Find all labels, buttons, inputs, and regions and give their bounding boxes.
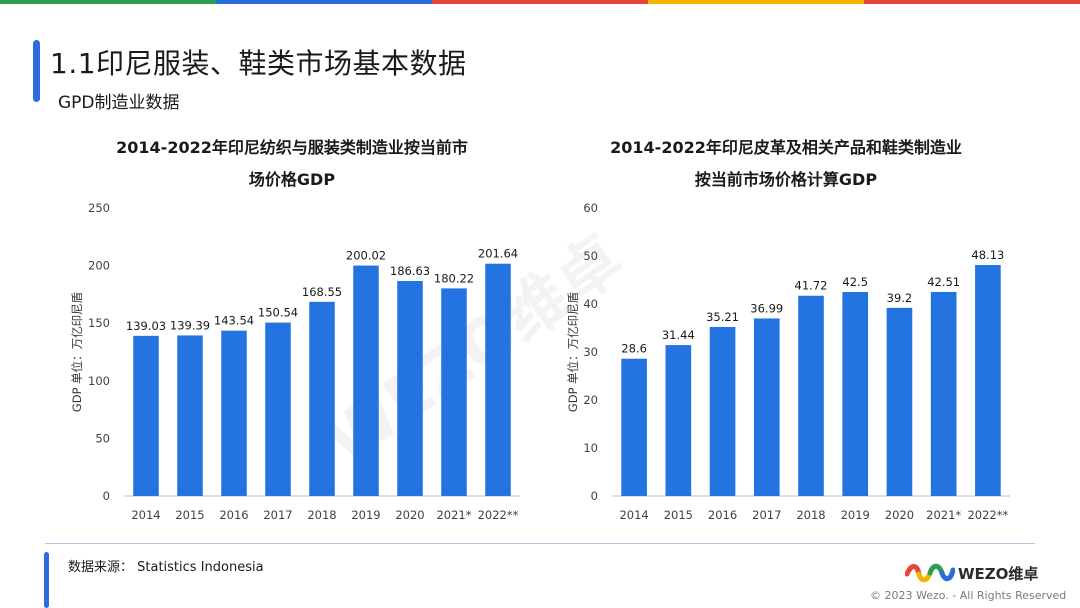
x-tick-label: 2021* bbox=[436, 508, 471, 522]
bar bbox=[309, 301, 335, 496]
chart-title: 2014-2022年印尼皮革及相关产品和鞋类制造业 bbox=[610, 138, 962, 157]
x-tick-label: 2017 bbox=[263, 508, 292, 522]
y-tick-label: 0 bbox=[591, 489, 598, 503]
bar bbox=[798, 295, 824, 496]
bar-value-label: 28.6 bbox=[621, 342, 647, 356]
bar-value-label: 41.72 bbox=[795, 279, 828, 293]
x-tick-label: 2015 bbox=[175, 508, 204, 522]
bar-value-label: 31.44 bbox=[662, 328, 695, 342]
bar bbox=[842, 292, 869, 496]
bar bbox=[353, 265, 379, 496]
y-tick-label: 250 bbox=[88, 201, 110, 215]
footer-divider bbox=[45, 543, 1035, 544]
y-tick-label: 10 bbox=[583, 441, 598, 455]
x-tick-label: 2014 bbox=[131, 508, 160, 522]
bar bbox=[886, 307, 913, 496]
top-bar-segment bbox=[0, 0, 216, 4]
x-tick-label: 2019 bbox=[351, 508, 380, 522]
bar bbox=[133, 335, 159, 496]
y-tick-label: 100 bbox=[88, 374, 110, 388]
x-tick-label: 2022** bbox=[478, 508, 519, 522]
title-accent-bar bbox=[33, 40, 40, 102]
copyright: © 2023 Wezo. - All Rights Reserved bbox=[870, 589, 1067, 602]
bar bbox=[265, 322, 291, 496]
chart-title: 2014-2022年印尼纺织与服装类制造业按当前市 bbox=[116, 138, 468, 157]
bar-value-label: 139.03 bbox=[126, 319, 166, 333]
chart-title: 场价格GDP bbox=[249, 170, 335, 189]
bar-value-label: 168.55 bbox=[302, 285, 342, 299]
top-bar-segment bbox=[216, 0, 432, 4]
y-axis-label: GDP 单位：万亿印尼盾 bbox=[566, 291, 580, 412]
y-tick-label: 150 bbox=[88, 316, 110, 330]
bar bbox=[930, 291, 957, 496]
y-tick-label: 50 bbox=[95, 431, 110, 445]
brand-name: WEZO维卓 bbox=[958, 565, 1039, 583]
x-tick-label: 2020 bbox=[395, 508, 424, 522]
x-tick-label: 2017 bbox=[752, 508, 781, 522]
y-tick-label: 0 bbox=[103, 489, 110, 503]
y-axis-label: GDP 单位：万亿印尼盾 bbox=[70, 291, 84, 412]
y-tick-label: 30 bbox=[583, 345, 598, 359]
page-subtitle: GPD制造业数据 bbox=[58, 93, 180, 113]
top-bar-segment bbox=[432, 0, 648, 4]
bar-value-label: 143.54 bbox=[214, 314, 254, 328]
top-bar-segment bbox=[648, 0, 864, 4]
bar bbox=[975, 264, 1001, 496]
data-source: 数据来源： Statistics Indonesia bbox=[68, 560, 264, 575]
page-title: 1.1印尼服装、鞋类市场基本数据 bbox=[50, 47, 467, 80]
bar-value-label: 36.99 bbox=[750, 301, 783, 315]
bar-value-label: 180.22 bbox=[434, 271, 474, 285]
x-tick-label: 2018 bbox=[307, 508, 336, 522]
bar bbox=[441, 288, 467, 496]
y-tick-label: 200 bbox=[88, 259, 110, 273]
chart-title: 按当前市场价格计算GDP bbox=[695, 170, 877, 189]
x-tick-label: 2019 bbox=[841, 508, 870, 522]
bar-value-label: 139.39 bbox=[170, 318, 210, 332]
bar-value-label: 201.64 bbox=[478, 247, 518, 261]
bar-value-label: 150.54 bbox=[258, 306, 298, 320]
footer-accent-bar bbox=[44, 552, 49, 608]
x-tick-label: 2015 bbox=[664, 508, 693, 522]
bar bbox=[709, 326, 736, 496]
bar bbox=[485, 263, 511, 496]
bar bbox=[665, 345, 692, 496]
bar bbox=[621, 358, 647, 496]
bar-value-label: 186.63 bbox=[390, 264, 430, 278]
x-tick-label: 2016 bbox=[708, 508, 737, 522]
bar-value-label: 42.5 bbox=[842, 275, 868, 289]
y-tick-label: 20 bbox=[583, 393, 598, 407]
bar-value-label: 35.21 bbox=[706, 310, 739, 324]
bar-value-label: 42.51 bbox=[927, 275, 960, 289]
bar-value-label: 39.2 bbox=[887, 291, 913, 305]
y-tick-label: 40 bbox=[583, 297, 598, 311]
bar bbox=[177, 335, 203, 496]
bar-value-label: 200.02 bbox=[346, 249, 386, 263]
x-tick-label: 2014 bbox=[619, 508, 648, 522]
bar-value-label: 48.13 bbox=[971, 248, 1004, 262]
bar bbox=[397, 281, 423, 496]
x-tick-label: 2016 bbox=[219, 508, 248, 522]
x-tick-label: 2020 bbox=[885, 508, 914, 522]
y-tick-label: 50 bbox=[583, 249, 598, 263]
x-tick-label: 2018 bbox=[796, 508, 825, 522]
x-tick-label: 2022** bbox=[967, 508, 1008, 522]
y-tick-label: 60 bbox=[583, 201, 598, 215]
x-tick-label: 2021* bbox=[926, 508, 961, 522]
bar bbox=[221, 330, 247, 496]
wezo-logo-icon bbox=[905, 563, 955, 583]
top-bar-segment bbox=[864, 0, 1080, 4]
bar bbox=[753, 318, 780, 496]
top-color-bar bbox=[0, 0, 1080, 4]
